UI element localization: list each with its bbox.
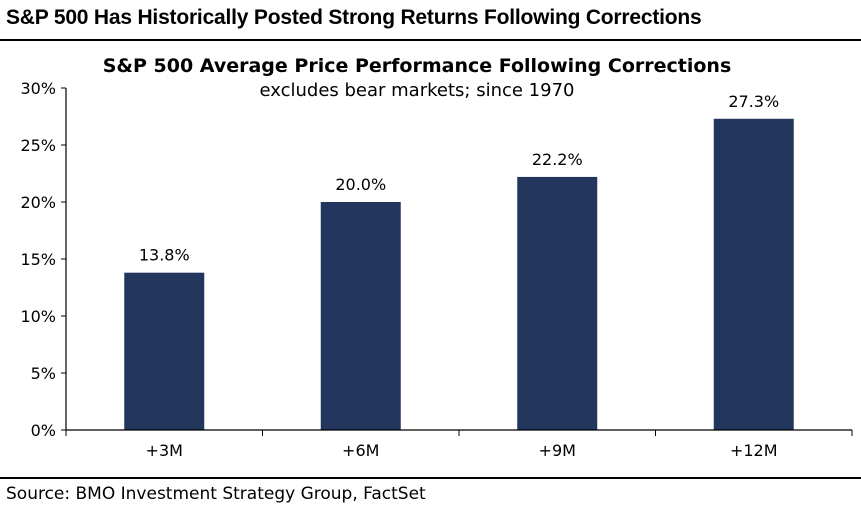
y-axis-ticks: 0% 5% 10% 15% 20% 25% 30% (20, 79, 66, 440)
x-axis-ticks: +3M +6M +9M +12M (65, 430, 853, 460)
y-tick-label: 10% (20, 307, 56, 326)
bar-chart: S&P 500 Average Price Performance Follow… (20, 55, 853, 460)
bar-3m (124, 272, 205, 430)
data-label: 22.2% (532, 150, 583, 169)
y-tick-label: 20% (20, 193, 56, 212)
y-tick-label: 30% (20, 79, 56, 98)
chart-subtitle: excludes bear markets; since 1970 (260, 80, 575, 101)
y-tick-label: 15% (20, 250, 56, 269)
data-label: 20.0% (335, 175, 386, 194)
y-tick-label: 0% (31, 421, 56, 440)
x-tick-label: +6M (342, 441, 379, 460)
x-tick-label: +9M (539, 441, 576, 460)
chart-headline: S&P 500 Has Historically Posted Strong R… (6, 6, 702, 29)
bar-12m (713, 118, 794, 430)
data-label: 27.3% (728, 92, 779, 111)
source-note: Source: BMO Investment Strategy Group, F… (6, 484, 426, 504)
bar-9m (517, 176, 598, 430)
top-rule (0, 39, 861, 41)
data-label: 13.8% (139, 246, 190, 265)
x-tick-label: +12M (730, 441, 778, 460)
bar-6m (320, 202, 401, 430)
data-labels: 13.8% 20.0% 22.2% 27.3% (139, 92, 779, 265)
bar-series (124, 118, 794, 430)
x-tick-label: +3M (146, 441, 183, 460)
y-tick-label: 5% (31, 364, 56, 383)
bottom-rule (0, 477, 861, 479)
y-tick-label: 25% (20, 136, 56, 155)
chart-title: S&P 500 Average Price Performance Follow… (103, 55, 732, 77)
